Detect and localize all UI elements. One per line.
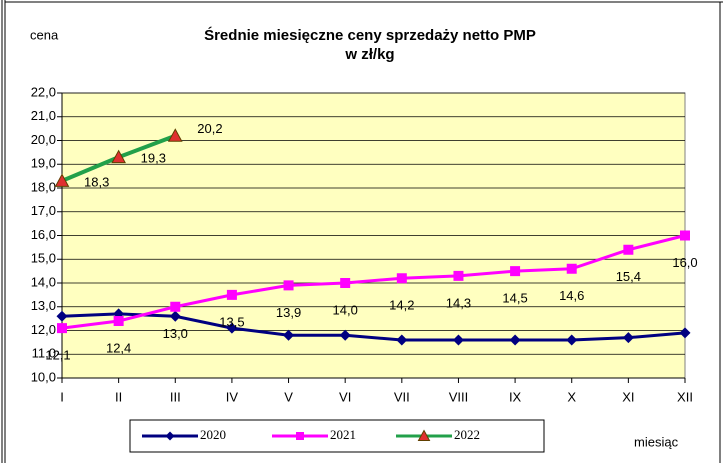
y-tick-label: 18,0 <box>31 179 56 194</box>
x-tick-label: V <box>284 389 293 404</box>
data-point <box>56 310 68 322</box>
data-point <box>170 301 181 312</box>
x-tick-label: VIII <box>449 389 469 404</box>
data-label: 16,0 <box>672 255 697 270</box>
data-point <box>113 316 124 326</box>
data-point <box>111 149 126 164</box>
series-line <box>61 312 686 342</box>
data-point <box>680 230 690 241</box>
data-point <box>167 128 183 142</box>
chart-subtitle: w zł/kg <box>344 46 394 63</box>
chart-title: Średnie miesięczne ceny sprzedaży netto … <box>204 26 536 44</box>
data-label: 14,6 <box>559 288 584 303</box>
x-tick-label: IX <box>509 389 522 404</box>
y-tick-label: 11,0 <box>32 346 56 361</box>
data-label: 12,1 <box>45 348 70 363</box>
legend-label: 2021 <box>330 427 356 442</box>
legend-marker <box>417 429 431 441</box>
data-point <box>566 263 577 274</box>
data-label: 14,0 <box>333 302 358 317</box>
data-point <box>452 334 464 346</box>
y-tick-label: 14,0 <box>31 274 56 289</box>
y-axis-label: cena <box>30 27 59 42</box>
data-label: 18,3 <box>84 174 109 189</box>
data-label: 13,0 <box>163 326 188 341</box>
y-tick-label: 10,0 <box>31 369 56 384</box>
data-label: 13,5 <box>219 314 244 329</box>
x-tick-label: III <box>170 389 181 404</box>
x-tick-label: IV <box>226 389 239 404</box>
y-tick-label: 22,0 <box>31 84 56 99</box>
x-tick-label: II <box>115 389 122 404</box>
data-point <box>169 310 181 322</box>
y-tick-label: 21,0 <box>31 108 56 123</box>
data-point <box>54 173 70 187</box>
data-point <box>339 329 351 341</box>
data-point <box>396 334 408 346</box>
data-label: 14,5 <box>502 291 527 306</box>
x-tick-label: XII <box>677 389 693 404</box>
y-tick-label: 19,0 <box>31 156 56 171</box>
y-tick-label: 12,0 <box>31 322 56 337</box>
data-point <box>510 266 521 277</box>
data-point <box>679 327 691 339</box>
y-tick-label: 20,0 <box>31 132 56 147</box>
x-tick-label: XI <box>622 389 634 404</box>
x-tick-label: VII <box>394 389 410 404</box>
x-tick-label: X <box>567 389 576 404</box>
legend-marker <box>165 431 175 441</box>
y-tick-label: 15,0 <box>31 251 56 266</box>
data-label: 15,4 <box>616 269 641 284</box>
data-point <box>622 332 634 344</box>
data-point <box>226 322 238 334</box>
data-point <box>509 334 521 346</box>
legend-marker <box>296 432 304 440</box>
x-tick-label: I <box>60 389 64 404</box>
data-point <box>396 273 407 284</box>
data-label: 12,4 <box>106 340 131 355</box>
series-line <box>61 234 686 330</box>
data-point <box>283 329 295 341</box>
y-tick-label: 16,0 <box>31 227 56 242</box>
data-point <box>453 270 464 281</box>
data-label: 14,2 <box>389 298 414 313</box>
data-label: 13,9 <box>276 305 301 320</box>
y-tick-label: 13,0 <box>31 298 56 313</box>
data-label: 19,3 <box>141 151 166 166</box>
legend-label: 2022 <box>454 427 480 442</box>
data-label: 20,2 <box>197 121 222 136</box>
data-point <box>340 278 351 288</box>
data-point <box>566 334 578 346</box>
legend <box>129 419 545 453</box>
data-point <box>283 280 294 291</box>
x-axis-label: miesiąc <box>634 434 679 449</box>
legend-label: 2020 <box>200 427 226 442</box>
data-point <box>623 244 634 255</box>
data-label: 14,3 <box>446 295 471 310</box>
data-point <box>57 323 67 334</box>
data-point <box>226 289 237 300</box>
y-tick-label: 17,0 <box>31 203 56 218</box>
x-tick-label: VI <box>339 389 351 404</box>
